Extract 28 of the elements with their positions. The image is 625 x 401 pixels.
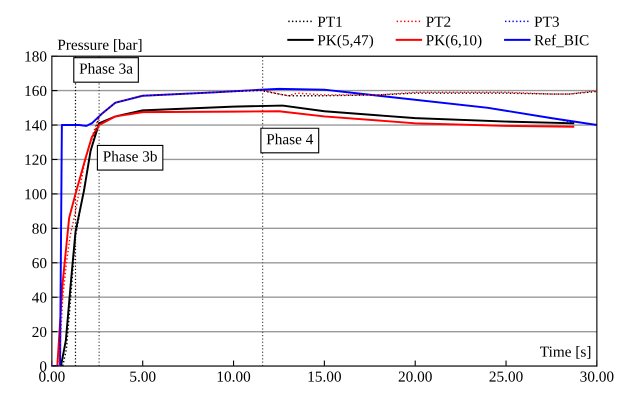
legend-label: PK(5,47) (318, 34, 374, 48)
y-tick-label: 20 (32, 326, 46, 338)
x-tick-label: 0.00 (39, 371, 65, 382)
x-tick-label: 25.00 (490, 371, 523, 382)
y-tick-label: 80 (32, 223, 46, 234)
legend-label: Ref_BIC (534, 34, 588, 48)
y-tick-label: 40 (32, 292, 46, 303)
x-axis-title: Time [s] (540, 346, 590, 359)
legend-label: PT2 (426, 16, 450, 27)
ref-line-label: Phase 3b (103, 150, 157, 162)
y-axis-title: Pressure [bar] (58, 39, 142, 52)
x-tick-label: 15.00 (308, 371, 341, 382)
x-tick-label: 10.00 (218, 371, 250, 382)
ref-line-label: Phase 4 (266, 134, 314, 144)
y-tick-label: 180 (25, 51, 46, 62)
legend-label: PT1 (318, 16, 342, 27)
y-tick-label: 160 (25, 86, 46, 96)
x-tick-label: 5.00 (130, 371, 156, 382)
legend-label: PK(6,10) (426, 34, 482, 48)
legend-label: PT3 (534, 16, 559, 27)
ref-line-label: Phase 3a (80, 62, 133, 74)
y-tick-label: 100 (25, 189, 46, 200)
y-tick-label: 60 (32, 258, 46, 268)
x-tick-label: 20.00 (398, 371, 432, 382)
y-tick-label: 0 (40, 361, 46, 372)
y-tick-label: 140 (25, 120, 46, 130)
y-tick-label: 120 (25, 154, 46, 165)
x-tick-label: 30.00 (580, 371, 614, 382)
